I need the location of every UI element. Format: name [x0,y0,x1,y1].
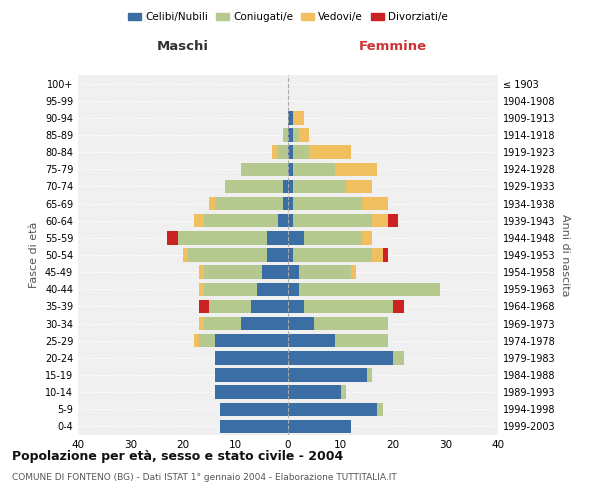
Bar [372,214,388,228]
Bar [288,317,314,330]
Bar [204,282,257,296]
Bar [215,386,288,399]
Bar [241,162,288,176]
Bar [199,300,209,313]
Bar [367,368,372,382]
Bar [299,128,309,141]
Bar [209,197,215,210]
Bar [299,282,440,296]
Text: Maschi: Maschi [157,40,209,52]
Bar [215,351,288,364]
Bar [225,180,283,193]
Bar [293,180,346,193]
Bar [293,214,372,228]
Bar [309,146,351,159]
Bar [361,231,372,244]
Bar [215,197,283,210]
Bar [288,111,293,124]
Bar [288,300,304,313]
Text: Popolazione per età, sesso e stato civile - 2004: Popolazione per età, sesso e stato civil… [12,450,343,463]
Bar [288,231,304,244]
Bar [293,111,304,124]
Bar [288,146,293,159]
Y-axis label: Fasce di età: Fasce di età [29,222,39,288]
Bar [288,420,351,433]
Bar [314,317,388,330]
Bar [293,128,299,141]
Bar [267,248,288,262]
Bar [215,334,288,347]
Bar [188,248,267,262]
Bar [288,351,393,364]
Bar [288,402,377,416]
Bar [257,282,288,296]
Bar [204,266,262,279]
Bar [288,214,293,228]
Bar [283,128,288,141]
Bar [204,317,241,330]
Bar [351,266,356,279]
Bar [220,420,288,433]
Bar [288,368,367,382]
Text: COMUNE DI FONTENO (BG) - Dati ISTAT 1° gennaio 2004 - Elaborazione TUTTITALIA.IT: COMUNE DI FONTENO (BG) - Dati ISTAT 1° g… [12,472,397,482]
Bar [199,317,204,330]
Bar [199,334,215,347]
Bar [377,402,383,416]
Bar [215,368,288,382]
Bar [209,300,251,313]
Bar [288,128,293,141]
Bar [346,180,372,193]
Bar [277,214,288,228]
Bar [272,146,277,159]
Bar [193,214,204,228]
Y-axis label: Anni di nascita: Anni di nascita [560,214,569,296]
Bar [178,231,267,244]
Bar [277,146,288,159]
Bar [293,162,335,176]
Bar [267,231,288,244]
Bar [288,197,293,210]
Bar [199,282,204,296]
Bar [393,300,404,313]
Legend: Celibi/Nubili, Coniugati/e, Vedovi/e, Divorziati/e: Celibi/Nubili, Coniugati/e, Vedovi/e, Di… [124,8,452,26]
Bar [288,180,293,193]
Bar [288,248,293,262]
Bar [304,300,393,313]
Bar [204,214,277,228]
Bar [304,231,361,244]
Bar [393,351,404,364]
Bar [283,197,288,210]
Bar [383,248,388,262]
Bar [293,146,309,159]
Bar [288,266,299,279]
Bar [288,282,299,296]
Bar [335,334,388,347]
Bar [251,300,288,313]
Bar [288,334,335,347]
Bar [293,197,361,210]
Bar [372,248,383,262]
Bar [220,402,288,416]
Bar [283,180,288,193]
Bar [293,248,372,262]
Bar [199,266,204,279]
Bar [361,197,388,210]
Bar [262,266,288,279]
Bar [341,386,346,399]
Bar [288,162,293,176]
Bar [241,317,288,330]
Bar [388,214,398,228]
Bar [167,231,178,244]
Text: Femmine: Femmine [359,40,427,52]
Bar [299,266,351,279]
Bar [335,162,377,176]
Bar [193,334,199,347]
Bar [288,386,341,399]
Bar [183,248,188,262]
